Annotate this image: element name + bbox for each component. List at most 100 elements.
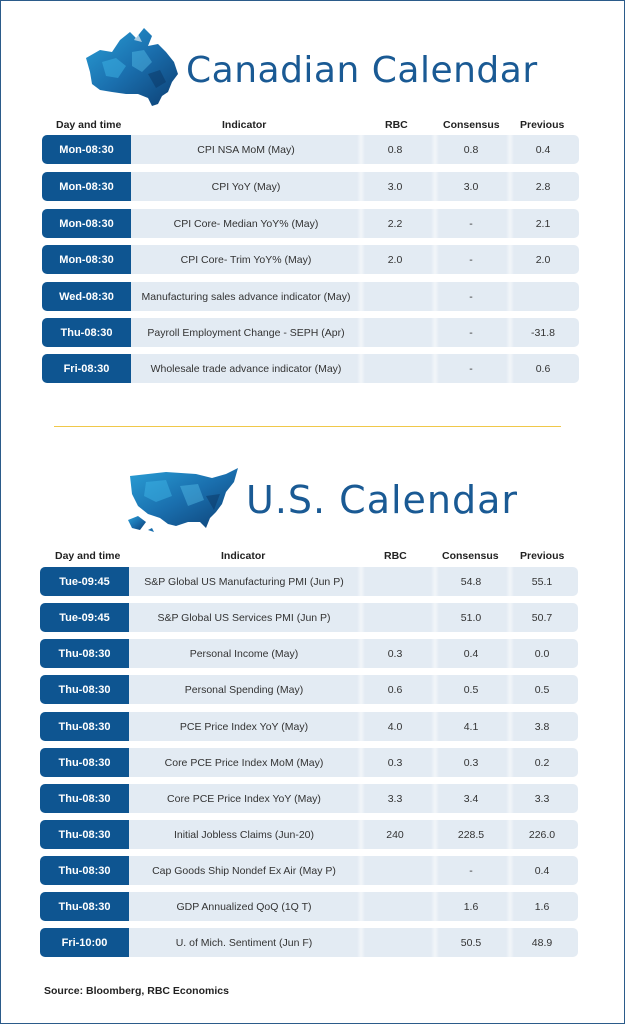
- day-time-cell: Thu-08:30: [40, 856, 129, 885]
- us-header-rbc: RBC: [384, 550, 407, 562]
- indicator-cell: CPI NSA MoM (May): [197, 143, 295, 156]
- us-table-row: Thu-08:30 Core PCE Price Index MoM (May) 0…: [40, 748, 578, 777]
- previous-cell: 55.1: [531, 575, 553, 588]
- column-separator: [506, 245, 514, 274]
- column-separator: [357, 748, 365, 777]
- column-separator: [357, 135, 365, 164]
- us-table-row: Fri-10:00 U. of Mich. Sentiment (Jun F) 50…: [40, 928, 578, 957]
- previous-cell: 226.0: [528, 828, 556, 841]
- day-time-cell: Tue-09:45: [40, 567, 129, 596]
- column-separator: [357, 639, 365, 668]
- indicator-cell: Payroll Employment Change - SEPH (Apr): [147, 326, 345, 339]
- indicator-cell: U. of Mich. Sentiment (Jun F): [175, 936, 313, 949]
- column-separator: [431, 675, 439, 704]
- column-separator: [357, 820, 365, 849]
- day-time-cell: Wed-08:30: [42, 282, 131, 311]
- column-separator: [431, 135, 439, 164]
- indicator-cell: Cap Goods Ship Nondef Ex Air (May P): [152, 864, 336, 877]
- ca-header-previous: Previous: [520, 119, 565, 131]
- column-separator: [431, 820, 439, 849]
- previous-cell: 0.5: [534, 683, 550, 696]
- us-table-row: Thu-08:30 Initial Jobless Claims (Jun-20)…: [40, 820, 578, 849]
- rbc-cell: [358, 603, 432, 632]
- ca-header-indicator: Indicator: [222, 119, 267, 131]
- consensus-cell: 228.5: [457, 828, 485, 841]
- column-separator: [506, 282, 514, 311]
- column-separator: [431, 639, 439, 668]
- previous-cell: 3.3: [534, 792, 550, 805]
- day-time-cell: Tue-09:45: [40, 603, 129, 632]
- us-table-row: Thu-08:30 GDP Annualized QoQ (1Q T) 1.6 1.6: [40, 892, 578, 921]
- column-separator: [431, 567, 439, 596]
- us-map-icon: [128, 468, 238, 532]
- indicator-cell: Personal Spending (May): [184, 683, 304, 696]
- source-note: Source: Bloomberg, RBC Economics: [44, 985, 229, 997]
- us-table-row: Thu-08:30 PCE Price Index YoY (May) 4.0 4.1…: [40, 712, 578, 741]
- rbc-cell: 2.0: [387, 253, 403, 266]
- column-separator: [431, 928, 439, 957]
- column-separator: [506, 603, 514, 632]
- column-separator: [357, 675, 365, 704]
- column-separator: [506, 639, 514, 668]
- consensus-cell: 0.3: [463, 756, 479, 769]
- column-separator: [357, 928, 365, 957]
- consensus-cell: 3.0: [463, 180, 479, 193]
- indicator-cell: Core PCE Price Index YoY (May): [167, 792, 321, 805]
- previous-cell: 2.1: [535, 217, 551, 230]
- column-separator: [506, 209, 514, 238]
- previous-cell: 0.6: [535, 362, 551, 375]
- rbc-cell: 0.3: [387, 756, 403, 769]
- canadian-calendar-title: Canadian Calendar: [186, 50, 538, 91]
- column-separator: [506, 567, 514, 596]
- rbc-cell: [358, 892, 432, 921]
- rbc-cell: 0.6: [387, 683, 403, 696]
- column-separator: [431, 245, 439, 274]
- indicator-cell: GDP Annualized QoQ (1Q T): [176, 900, 312, 913]
- day-time-cell: Thu-08:30: [40, 748, 129, 777]
- previous-cell: 0.4: [535, 143, 551, 156]
- column-separator: [431, 282, 439, 311]
- previous-cell: 2.8: [535, 180, 551, 193]
- rbc-cell: 4.0: [387, 720, 403, 733]
- day-time-cell: Fri-10:00: [40, 928, 129, 957]
- canada-table-row: Mon-08:30 CPI NSA MoM (May) 0.8 0.8 0.4: [42, 135, 579, 164]
- consensus-cell: -: [469, 362, 473, 375]
- column-separator: [431, 603, 439, 632]
- us-header-day: Day and time: [55, 550, 121, 562]
- column-separator: [506, 784, 514, 813]
- rbc-cell: [358, 567, 432, 596]
- day-time-cell: Thu-08:30: [40, 784, 129, 813]
- previous-cell: 0.4: [534, 864, 550, 877]
- canada-table-row: Thu-08:30 Payroll Employment Change - SEP…: [42, 318, 579, 347]
- rbc-cell: 0.8: [387, 143, 403, 156]
- column-separator: [431, 209, 439, 238]
- previous-cell: [510, 282, 576, 311]
- us-header-indicator: Indicator: [221, 550, 266, 562]
- day-time-cell: Mon-08:30: [42, 135, 131, 164]
- consensus-cell: -: [469, 253, 473, 266]
- rbc-cell: 3.3: [387, 792, 403, 805]
- column-separator: [357, 784, 365, 813]
- consensus-cell: 51.0: [460, 611, 482, 624]
- column-separator: [357, 567, 365, 596]
- rbc-cell: [358, 856, 432, 885]
- previous-cell: -31.8: [531, 326, 555, 339]
- column-separator: [357, 245, 365, 274]
- us-table-row: Tue-09:45 S&P Global US Manufacturing PMI…: [40, 567, 578, 596]
- indicator-cell: CPI Core- Median YoY% (May): [173, 217, 319, 230]
- column-separator: [431, 892, 439, 921]
- us-header-consensus: Consensus: [442, 550, 499, 562]
- column-separator: [357, 354, 365, 383]
- day-time-cell: Mon-08:30: [42, 172, 131, 201]
- consensus-cell: 0.4: [463, 647, 479, 660]
- rbc-cell: 3.0: [387, 180, 403, 193]
- us-table-row: Thu-08:30 Personal Income (May) 0.3 0.4 0.0: [40, 639, 578, 668]
- previous-cell: 1.6: [534, 900, 550, 913]
- column-separator: [506, 354, 514, 383]
- rbc-cell: [358, 282, 432, 311]
- column-separator: [431, 748, 439, 777]
- column-separator: [506, 856, 514, 885]
- consensus-cell: -: [469, 326, 473, 339]
- day-time-cell: Thu-08:30: [40, 639, 129, 668]
- us-table-row: Thu-08:30 Cap Goods Ship Nondef Ex Air (M…: [40, 856, 578, 885]
